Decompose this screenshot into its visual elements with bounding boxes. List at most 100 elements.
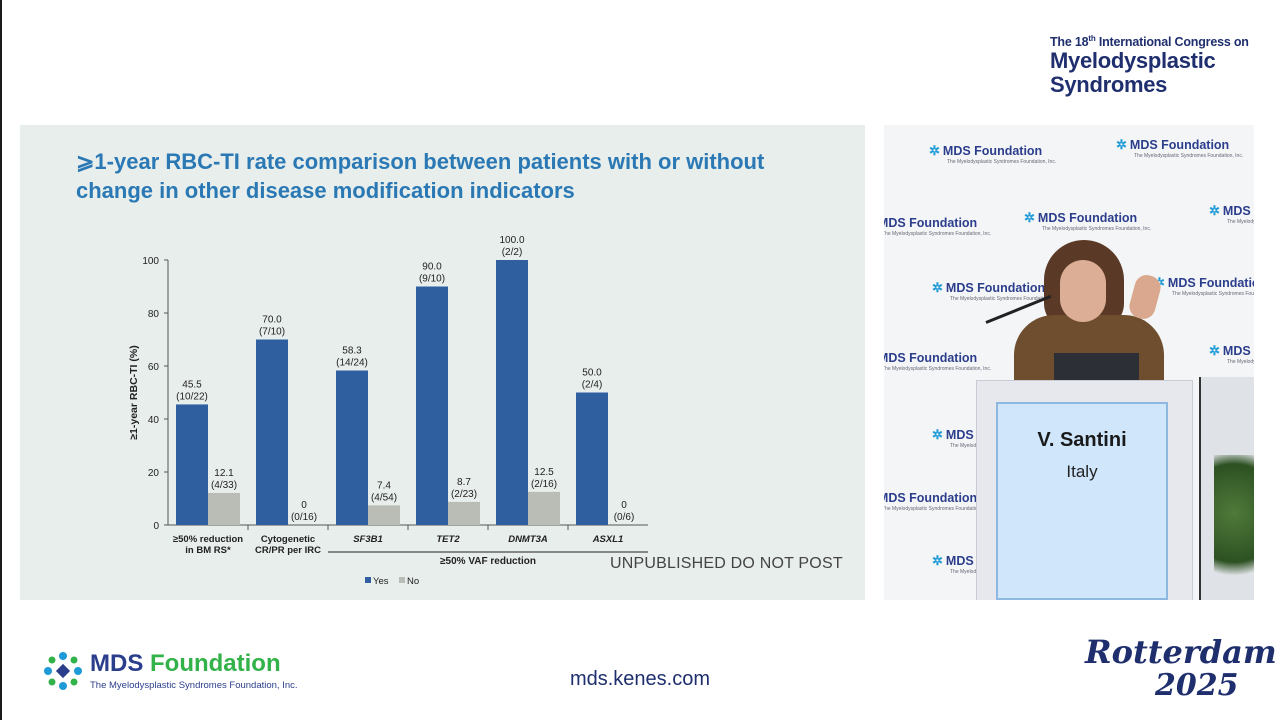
congress-title: The 18th International Congress on Myelo… <box>1050 34 1270 97</box>
bar-yes <box>416 286 448 525</box>
data-label-fraction: (4/33) <box>211 480 237 491</box>
x-tick-label: Cytogenetic <box>261 534 315 545</box>
legend-swatch-no <box>399 577 405 583</box>
data-label: 58.3 <box>342 346 362 357</box>
data-label-fraction: (2/4) <box>582 380 603 391</box>
x-tick-label: DNMT3A <box>508 534 548 545</box>
y-tick-label: 20 <box>148 468 160 479</box>
congress-year: 2025 <box>1155 668 1239 703</box>
backdrop-logo-subtitle: The Myelodysplastic Syndromes Foundation… <box>1227 219 1254 225</box>
bar-chart: 0 20 40 60 80 100 ≥1-year RBC-TI (%) 45.5(10/22… <box>128 235 648 587</box>
x-tick-label: SF3B1 <box>353 534 383 545</box>
speaker-face <box>1060 260 1106 322</box>
data-label-fraction: (2/23) <box>451 489 477 500</box>
backdrop-logo-subtitle: The Myelodysplastic Syndromes Foundation… <box>884 506 992 512</box>
mds-logo-icon <box>44 652 82 690</box>
speaker-hand <box>1126 272 1164 322</box>
backdrop-logo-subtitle: The Myelodysplastic Syndromes Foundation… <box>1042 226 1152 232</box>
bar-yes <box>176 404 208 525</box>
y-tick-label: 0 <box>153 521 159 532</box>
backdrop-logo-subtitle: The Myelodysplastic Syndromes Foundation… <box>884 366 992 372</box>
bar-no <box>368 505 400 525</box>
legend-label-yes: Yes <box>373 576 389 587</box>
speaker-video: ✲ MDS Foundation The Myelodysplastic Syndr… <box>884 125 1254 600</box>
backdrop-logo-subtitle: The Myelodysplastic Syndromes Foundation… <box>1172 291 1254 297</box>
data-label-fraction: (10/22) <box>176 391 208 402</box>
speaker-nameplate: V. Santini Italy <box>996 402 1168 600</box>
x-tick-label: ASXL1 <box>592 534 624 545</box>
bar-yes <box>496 260 528 525</box>
presentation-slide: ⩾1-year RBC-TI rate comparison between p… <box>20 125 865 600</box>
x-tick-label: ≥50% reduction <box>173 534 243 545</box>
mds-logo-icon: ✲ <box>932 427 943 442</box>
data-label: 70.0 <box>262 315 282 326</box>
bar-no <box>448 501 480 525</box>
mds-logo-icon: ✲ <box>1116 137 1127 152</box>
backdrop-logo-name: MDS Foundation <box>1037 211 1138 225</box>
data-label: 90.0 <box>422 262 442 273</box>
mds-logo-icon: ✲ <box>932 280 943 295</box>
backdrop-logo-name: MDS Foundation <box>884 216 978 230</box>
data-label-fraction: (2/2) <box>502 247 523 258</box>
slide-title: ⩾1-year RBC-TI rate comparison between p… <box>76 149 765 203</box>
x-tick-label: CR/PR per IRC <box>255 545 321 556</box>
data-label: 45.5 <box>182 379 202 390</box>
laptop <box>1054 353 1139 383</box>
bar-no <box>208 492 240 525</box>
group-label: ≥50% VAF reduction <box>440 556 536 567</box>
data-label-fraction: (4/54) <box>371 492 397 503</box>
backdrop-logo-subtitle: The Myelodysplastic Syndromes Foundation… <box>884 231 992 237</box>
data-label-fraction: (7/10) <box>259 327 285 338</box>
backdrop-logo-name: MDS Foundation <box>942 144 1043 158</box>
y-tick-label: 100 <box>142 256 159 267</box>
data-label: 0 <box>621 500 627 511</box>
data-label-fraction: (14/24) <box>336 358 368 369</box>
backdrop-logo-subtitle: The Myelodysplastic Syndromes Foundation… <box>1134 153 1244 159</box>
y-axis-label: ≥1-year RBC-TI (%) <box>128 345 140 439</box>
frame-border <box>0 0 2 720</box>
logo-subtitle: The Myelodysplastic Syndromes Foundation… <box>90 680 298 691</box>
mds-logo-icon: ✲ <box>1209 203 1220 218</box>
data-label-fraction: (9/10) <box>419 274 445 285</box>
data-label-fraction: (0/16) <box>291 512 317 523</box>
data-label-fraction: (0/6) <box>614 512 635 523</box>
speaker-country: Italy <box>1066 462 1098 481</box>
backdrop-logo-name: MDS Foundation <box>1167 276 1254 290</box>
data-label-fraction: (2/16) <box>531 479 557 490</box>
congress-url: mds.kenes.com <box>569 668 711 690</box>
backdrop-logo-subtitle: The Myelodysplastic Syndromes Foundation… <box>947 159 1057 165</box>
y-tick-label: 80 <box>148 309 160 320</box>
x-tick-label: in BM RS* <box>185 545 231 556</box>
backdrop-logo-name: MDS Foundation <box>945 281 1046 295</box>
unpublished-notice: UNPUBLISHED DO NOT POST <box>610 555 843 572</box>
legend-swatch-yes <box>365 577 371 583</box>
data-label: 12.5 <box>534 467 554 478</box>
congress-name-line2: Syndromes <box>1050 72 1168 98</box>
data-label: 8.7 <box>457 477 471 488</box>
mds-logo-icon: ✲ <box>929 143 940 158</box>
legend-label-no: No <box>407 576 419 587</box>
bar-yes <box>576 392 608 525</box>
data-label: 0 <box>301 500 307 511</box>
backdrop-logo-name: MDS Foundation <box>884 351 978 365</box>
city-name: Rotterdam <box>1085 633 1277 671</box>
mds-logo-icon: ✲ <box>932 553 943 568</box>
congress-name-line1: Myelodysplastic <box>1050 48 1216 74</box>
y-tick-label: 40 <box>148 415 160 426</box>
backdrop-logo-subtitle: The Myelodysplastic Syndromes Foundation… <box>950 296 1060 302</box>
bar-no <box>528 491 560 525</box>
backdrop-logo-name: MDS Foundation <box>1129 138 1230 152</box>
bar-yes <box>256 339 288 525</box>
logo-name: MDS Foundation <box>90 650 281 677</box>
backdrop-logo-name: MDS Foundation <box>884 491 978 505</box>
data-label: 100.0 <box>499 235 524 246</box>
bar-yes <box>336 370 368 525</box>
plant <box>1214 455 1254 600</box>
